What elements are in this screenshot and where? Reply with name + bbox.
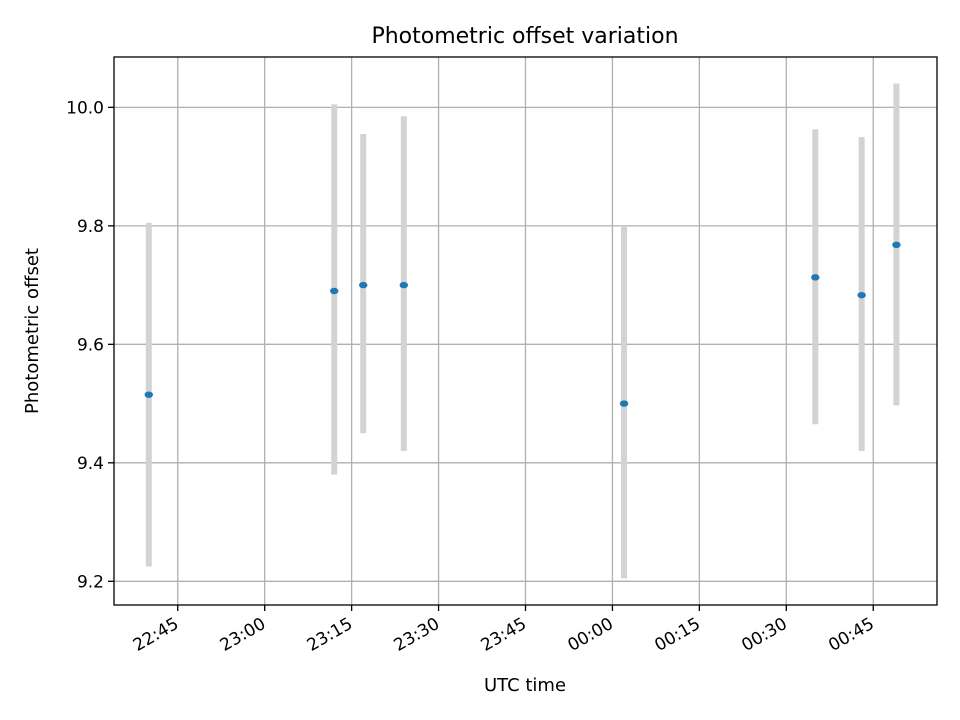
data-point [857,291,866,299]
data-point [330,287,339,295]
x-tick-label: 23:30 [391,614,443,656]
data-point [811,274,820,281]
x-tick-label: 00:45 [825,614,877,656]
chart-title: Photometric offset variation [371,24,678,49]
grid [114,57,937,605]
y-tick-label: 9.2 [77,572,104,592]
x-tick-label: 00:30 [738,614,790,656]
data-point [359,281,368,289]
x-tick-label: 00:00 [565,614,617,656]
y-tick-label: 9.6 [77,335,104,355]
x-tick-label: 23:45 [478,614,530,656]
x-tick-label: 23:00 [217,614,269,656]
ticks: 22:45 23:00 23:15 23:30 23:45 00:00 00:15 00:30… [66,98,878,655]
x-tick-label: 23:15 [304,614,356,656]
x-tick-label: 22:45 [130,614,182,656]
x-axis-label: UTC time [484,675,566,696]
y-tick-label: 9.8 [77,217,104,237]
data-layer [144,83,901,579]
y-tick-label: 10.0 [66,98,104,118]
y-tick-label: 9.4 [77,454,104,474]
data-point [892,241,901,249]
x-tick-label: 00:15 [651,614,703,656]
data-point [619,400,629,407]
data-point [399,281,408,289]
data-point [144,391,153,398]
y-axis-label: Photometric offset [22,248,43,414]
